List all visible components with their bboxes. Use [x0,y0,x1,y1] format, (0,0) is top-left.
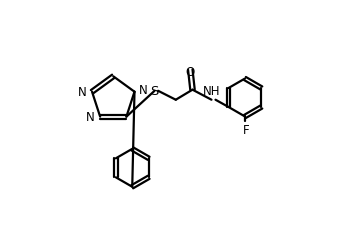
Text: N: N [78,86,87,99]
Text: F: F [242,124,249,137]
Text: S: S [150,85,159,98]
Text: O: O [185,66,195,79]
Text: N: N [139,84,148,97]
Text: N: N [86,111,95,124]
Text: NH: NH [203,85,220,98]
